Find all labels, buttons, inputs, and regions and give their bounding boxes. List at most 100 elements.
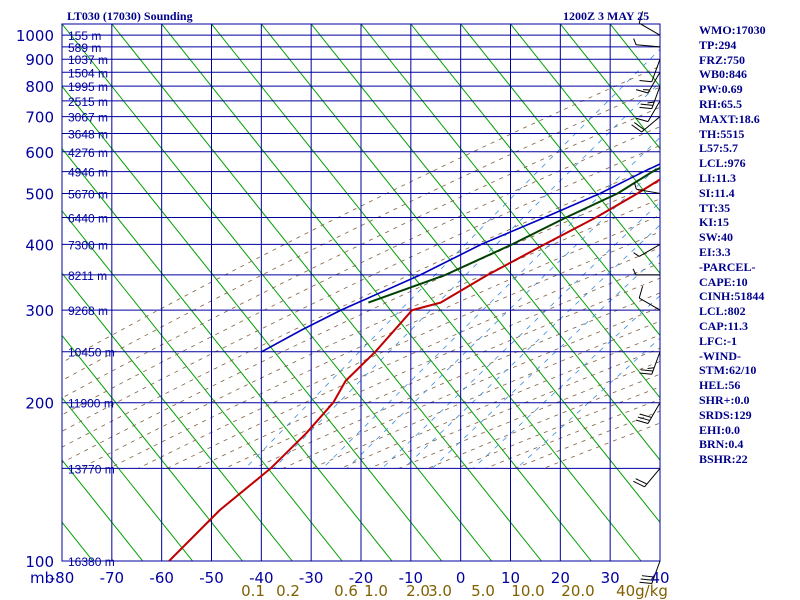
index-item: SI:11.4 bbox=[699, 185, 735, 200]
index-item: SW:40 bbox=[699, 230, 734, 245]
wind-barb bbox=[639, 59, 661, 83]
temperature-tick-label: -40 bbox=[249, 569, 274, 587]
height-label: 1504 m bbox=[68, 66, 108, 80]
temperature-tick-label: 20 bbox=[551, 569, 570, 587]
wind-barb bbox=[635, 100, 661, 123]
index-item: WMO:17030 bbox=[699, 23, 766, 37]
wind-barb bbox=[635, 402, 661, 424]
dry-adiabat-line bbox=[62, 126, 660, 416]
index-item: LCL:976 bbox=[699, 156, 746, 171]
isotherm-line bbox=[62, 210, 343, 561]
index-item: LI:11.3 bbox=[699, 170, 737, 185]
index-item: PW:0.69 bbox=[699, 82, 743, 97]
height-label: 4946 m bbox=[68, 166, 108, 180]
pressure-label: 600 bbox=[25, 144, 54, 162]
index-item: EI:3.3 bbox=[699, 244, 731, 259]
plot-frame bbox=[61, 23, 661, 562]
pressure-label: 900 bbox=[25, 51, 54, 69]
index-item: WB0:846 bbox=[699, 67, 747, 82]
parcel-line bbox=[261, 163, 660, 353]
mixing-ratio-label: 10.0 bbox=[511, 582, 544, 600]
index-item: TH:5515 bbox=[699, 126, 745, 141]
isotherm-line bbox=[62, 147, 393, 561]
sounding-profiles bbox=[168, 163, 660, 561]
height-label: 10450 m bbox=[68, 346, 115, 360]
height-label: 5670 m bbox=[68, 187, 108, 201]
wind-barb bbox=[639, 85, 661, 110]
temperature-tick-label: -20 bbox=[349, 569, 374, 587]
mixing-ratio-label: 0.6 bbox=[334, 582, 358, 600]
dry-adiabat-line bbox=[62, 145, 660, 432]
temperature-tick-label: -50 bbox=[199, 569, 224, 587]
isotherm-line bbox=[559, 24, 660, 150]
temperature-tick-label: 40 bbox=[650, 569, 669, 587]
isotherm-line bbox=[62, 334, 243, 561]
wind-barb bbox=[639, 560, 661, 585]
isotherm-line bbox=[310, 24, 660, 461]
isotherm-line bbox=[510, 24, 660, 212]
height-label: 4276 m bbox=[68, 146, 108, 160]
dry-adiabat-line bbox=[62, 86, 660, 381]
isotherm-line bbox=[211, 24, 642, 561]
dry-adiabat-line bbox=[62, 106, 660, 399]
height-label: 16380 m bbox=[68, 555, 115, 569]
y-axis-unit-label: mb bbox=[30, 569, 54, 587]
index-item: FRZ:750 bbox=[699, 52, 745, 67]
index-item: EHI:0.0 bbox=[699, 422, 741, 437]
isotherm-line bbox=[62, 24, 492, 561]
wind-barbs bbox=[631, 11, 661, 585]
isotherm-line bbox=[111, 24, 542, 561]
index-item: CAPE:10 bbox=[699, 274, 748, 289]
dewpoint-line bbox=[368, 166, 660, 304]
index-item: -PARCEL- bbox=[699, 259, 756, 274]
height-label: 7300 m bbox=[68, 238, 108, 252]
stability-index-panel: WMO:17030 TP:294 FRZ:750 WB0:846 PW:0.69 RH:6… bbox=[699, 23, 766, 467]
height-label: 155 m bbox=[68, 29, 101, 43]
height-label: 13770 m bbox=[68, 462, 115, 476]
mixing-ratio-label: 5.0 bbox=[471, 582, 495, 600]
height-label: 8211 m bbox=[68, 269, 107, 283]
background-lines bbox=[0, 24, 660, 561]
index-item: STM:62/10 bbox=[699, 363, 757, 378]
isotherm-line bbox=[260, 24, 660, 524]
isotherm-line bbox=[0, 24, 43, 561]
isotherm-line bbox=[62, 272, 293, 561]
index-item: BRN:0.4 bbox=[699, 437, 744, 452]
temperature-tick-label: -30 bbox=[299, 569, 324, 587]
mixing-ratio-label: 40g/kg bbox=[616, 582, 668, 600]
temperature-tick-label: -10 bbox=[399, 569, 424, 587]
wind-barb bbox=[631, 116, 661, 133]
wind-barb bbox=[633, 468, 661, 488]
wind-barb bbox=[635, 72, 661, 94]
pressure-label: 800 bbox=[25, 78, 54, 96]
index-item: -WIND- bbox=[699, 348, 741, 363]
dry-adiabat-line bbox=[62, 181, 660, 464]
index-item: BSHR:22 bbox=[699, 452, 748, 467]
isotherm-line bbox=[62, 396, 193, 561]
pressure-label: 1000 bbox=[16, 27, 54, 45]
index-item: KI:15 bbox=[699, 215, 729, 230]
mixing-ratio-label: 0.1 bbox=[241, 582, 265, 600]
mixing-ratio-label: 3.0 bbox=[428, 582, 452, 600]
chart-datetime: 1200Z 3 MAY 25 bbox=[563, 9, 650, 23]
wind-barb bbox=[632, 268, 660, 276]
height-label: 589 m bbox=[68, 41, 101, 55]
mixing-ratio-label: 2.0 bbox=[406, 582, 430, 600]
pressure-label: 300 bbox=[25, 302, 54, 320]
height-label: 3648 m bbox=[68, 128, 108, 142]
pressure-label: 200 bbox=[25, 395, 54, 413]
index-item: SHR+:0.0 bbox=[699, 392, 750, 407]
height-label: 3067 m bbox=[68, 111, 108, 125]
index-item: CINH:51844 bbox=[699, 289, 765, 304]
wind-barb bbox=[633, 38, 661, 48]
height-label: 2515 m bbox=[68, 95, 108, 109]
height-label: 1037 m bbox=[68, 53, 108, 67]
index-item: TP:294 bbox=[699, 37, 737, 52]
pressure-grid bbox=[61, 23, 661, 562]
height-label: 1995 m bbox=[68, 80, 108, 94]
index-item: SRDS:129 bbox=[699, 407, 752, 422]
height-label: 11900 m bbox=[68, 397, 114, 411]
wind-barb bbox=[638, 286, 661, 311]
